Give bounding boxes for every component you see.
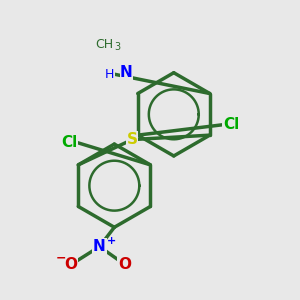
Text: N: N <box>120 65 133 80</box>
Text: Cl: Cl <box>223 117 239 132</box>
Text: N: N <box>93 239 106 254</box>
Text: CH: CH <box>95 38 113 51</box>
Text: O: O <box>65 257 78 272</box>
Text: −: − <box>56 252 66 265</box>
Text: 3: 3 <box>114 43 120 52</box>
Text: Cl: Cl <box>61 135 77 150</box>
Text: +: + <box>107 236 116 246</box>
Text: H: H <box>105 68 114 81</box>
Text: S: S <box>127 132 138 147</box>
Text: O: O <box>118 257 131 272</box>
